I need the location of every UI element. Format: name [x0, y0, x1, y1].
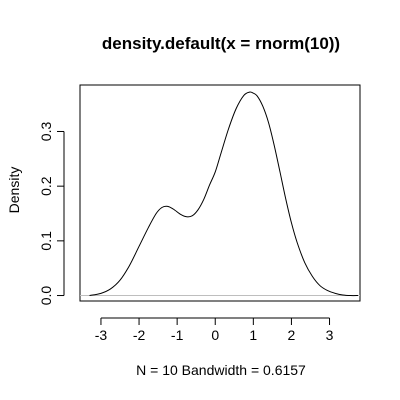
x-axis: -3 -2 -1 0 1 2 3: [95, 317, 334, 343]
density-curve: [89, 91, 359, 297]
x-tick-label: 3: [326, 327, 334, 343]
y-tick-label: 0.2: [38, 176, 54, 196]
plot-box: [79, 84, 361, 302]
y-tick-label: 0.3: [38, 122, 54, 142]
x-tick-label: -1: [171, 327, 184, 343]
x-tick-label: 0: [211, 327, 219, 343]
y-axis-label: Density: [6, 167, 22, 214]
x-tick-label: -2: [133, 327, 146, 343]
x-tick-label: 1: [249, 327, 257, 343]
x-tick-label: 2: [288, 327, 296, 343]
x-tick-label: -3: [95, 327, 108, 343]
chart-title: density.default(x = rnorm(10)): [102, 34, 340, 53]
x-axis-label: N = 10 Bandwidth = 0.6157: [136, 362, 306, 378]
y-axis: 0.0 0.1 0.2 0.3: [38, 122, 65, 306]
y-tick-label: 0.0: [38, 286, 54, 306]
y-tick-label: 0.1: [38, 231, 54, 251]
